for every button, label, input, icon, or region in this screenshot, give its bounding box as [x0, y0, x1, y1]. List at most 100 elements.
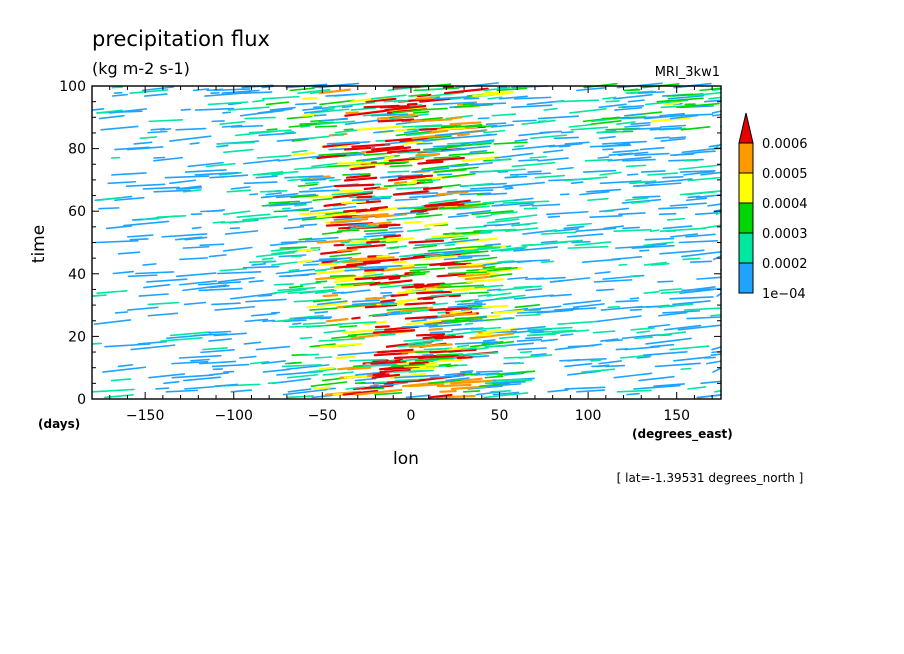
precip-streak: [361, 157, 385, 162]
precip-streak: [477, 304, 509, 309]
precip-streak: [383, 184, 403, 187]
precip-streak: [384, 155, 395, 160]
precip-streak: [354, 388, 403, 396]
precip-streak: [107, 180, 137, 185]
precip-streak: [486, 292, 512, 297]
colorbar-label: 0.0003: [762, 227, 808, 242]
precip-streak: [374, 213, 408, 219]
precip-streak: [639, 146, 665, 151]
precip-streak: [460, 347, 477, 351]
precip-streak: [309, 343, 336, 348]
precip-streak: [286, 115, 313, 120]
precip-streak: [265, 101, 290, 106]
precip-streak: [94, 240, 139, 244]
precip-streak: [564, 362, 593, 368]
precip-streak: [543, 149, 564, 154]
precip-streak: [584, 158, 613, 162]
precip-streak: [125, 183, 166, 187]
precip-streak: [392, 190, 429, 196]
precip-streak: [91, 342, 103, 345]
precip-streak: [300, 176, 335, 182]
precip-streak: [658, 206, 688, 210]
precip-streak: [463, 182, 494, 187]
precip-streak: [515, 313, 541, 317]
precip-streak: [356, 200, 382, 205]
precip-streak: [513, 96, 552, 100]
precip-streak: [422, 136, 455, 142]
precip-streak: [325, 317, 349, 323]
precip-streak: [507, 276, 528, 280]
precip-streak: [336, 229, 360, 233]
precip-streak: [462, 390, 481, 393]
precip-streak: [346, 243, 386, 250]
precip-streak: [630, 200, 651, 204]
precip-streak: [500, 247, 526, 252]
precip-streak: [512, 119, 537, 123]
precip-streak: [540, 231, 577, 235]
precip-streak: [447, 238, 480, 244]
precip-streak: [424, 361, 438, 365]
precip-streak: [335, 275, 376, 281]
precip-streak: [687, 386, 707, 390]
precip-streak: [319, 99, 355, 106]
precip-streak: [371, 373, 401, 379]
precip-streak: [482, 339, 496, 342]
precip-streak: [457, 272, 490, 278]
precip-streak: [147, 130, 168, 134]
precip-streak: [336, 248, 358, 253]
precip-streak: [395, 130, 433, 137]
precip-streak: [655, 331, 687, 337]
precip-streak: [222, 246, 253, 252]
precip-streak: [100, 125, 139, 131]
precip-streak: [330, 217, 369, 224]
precip-streak: [310, 381, 348, 387]
precip-streak: [200, 209, 224, 213]
precip-streak: [555, 99, 600, 103]
precip-streak: [243, 181, 278, 185]
precip-streak: [604, 364, 626, 368]
precip-streak: [180, 108, 191, 111]
precip-streak: [398, 113, 416, 117]
precip-streak: [487, 342, 498, 345]
precip-streak: [529, 155, 548, 159]
precip-streak: [654, 136, 670, 140]
precip-streak: [540, 240, 558, 244]
colorbar: 1e−04 0.0002 0.0003 0.0004 0.0005 0.0006: [738, 112, 808, 302]
precip-streak: [456, 356, 473, 360]
precip-streak: [126, 306, 159, 311]
precip-streak: [267, 381, 279, 385]
precip-streak: [642, 351, 688, 356]
precip-streak: [345, 243, 372, 247]
precip-streak: [292, 151, 316, 157]
precip-streak: [403, 301, 436, 306]
precip-streak: [206, 88, 224, 92]
precip-streak: [562, 299, 602, 306]
precip-streak: [359, 264, 403, 269]
precip-streak: [130, 344, 176, 351]
precip-streak: [449, 121, 482, 126]
precip-streak: [454, 341, 499, 345]
precip-streak: [178, 186, 203, 190]
precip-streak: [459, 370, 474, 373]
precip-streak: [703, 356, 716, 359]
precip-streak: [438, 358, 463, 362]
precip-streak: [475, 333, 492, 337]
precip-streak: [672, 300, 711, 306]
precip-streak: [685, 190, 718, 196]
precip-streak: [537, 115, 580, 120]
precip-streak: [205, 162, 236, 168]
precip-streak: [483, 392, 529, 399]
precip-streak: [644, 237, 675, 241]
precip-streak: [616, 389, 652, 393]
precip-streak: [354, 381, 367, 385]
precip-streak: [444, 243, 456, 247]
precip-streak: [610, 255, 643, 261]
precip-streak: [363, 273, 384, 278]
precip-streak: [667, 94, 705, 100]
precip-streak: [444, 232, 456, 235]
precip-streak: [294, 316, 333, 320]
precip-streak: [605, 339, 623, 342]
precip-streak: [681, 288, 722, 292]
precip-streak: [221, 124, 243, 128]
precip-streak: [197, 281, 242, 286]
